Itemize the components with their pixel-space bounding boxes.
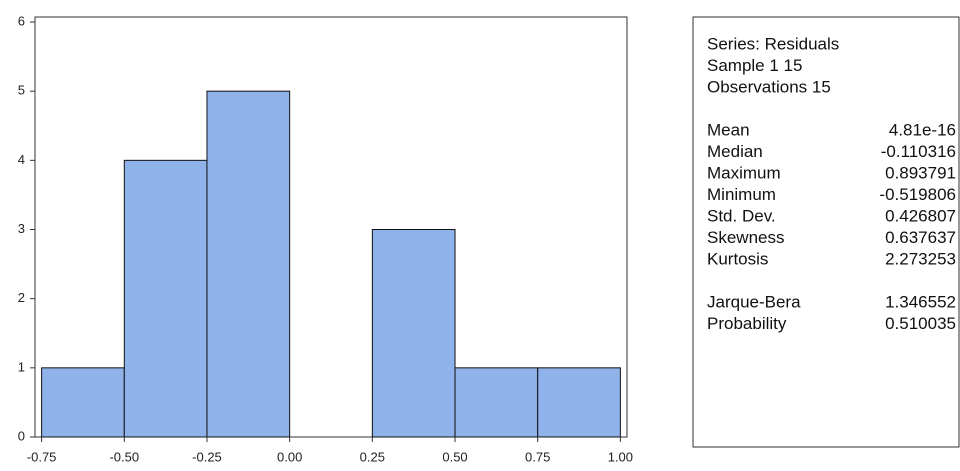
- x-tick-label: 0.25: [360, 449, 385, 464]
- x-tick-label: 0.50: [442, 449, 467, 464]
- stat-label: Median: [707, 142, 763, 161]
- chart: Series: Residuals Sample 1 15 Observations…: [0, 0, 960, 471]
- stat-value: 0.637637: [885, 228, 956, 247]
- y-tick-label: 3: [18, 221, 25, 236]
- stat-label: Skewness: [707, 228, 784, 247]
- y-tick-label: 2: [18, 290, 25, 305]
- x-tick-label: 1.00: [608, 449, 633, 464]
- bar: [207, 91, 290, 437]
- bar: [538, 368, 621, 437]
- x-tick-label: -0.75: [27, 449, 57, 464]
- y-tick-label: 6: [18, 13, 25, 28]
- x-tick-label: -0.25: [192, 449, 222, 464]
- stat-label: Mean: [707, 120, 750, 139]
- y-tick-label: 4: [18, 152, 25, 167]
- x-tick-label: -0.50: [109, 449, 139, 464]
- stat-label: Minimum: [707, 185, 776, 204]
- stat-value: 4.81e-16: [889, 120, 956, 139]
- stat-value: 2.273253: [885, 249, 956, 268]
- y-tick-label: 1: [18, 359, 25, 374]
- stat-value: 0.426807: [885, 206, 956, 225]
- y-tick-label: 5: [18, 83, 25, 98]
- stat-label: Jarque-Bera: [707, 292, 801, 311]
- stat-label: Kurtosis: [707, 249, 768, 268]
- stat-value: 0.893791: [885, 163, 956, 182]
- stat-value: -0.519806: [879, 185, 956, 204]
- stat-value: 0.510035: [885, 314, 956, 333]
- bar: [42, 368, 125, 437]
- y-tick-label: 0: [18, 428, 25, 443]
- stat-label: Probability: [707, 314, 787, 333]
- bar: [372, 230, 455, 438]
- x-tick-label: 0.75: [525, 449, 550, 464]
- bar: [455, 368, 538, 437]
- stats-header: Sample 1 15: [707, 56, 802, 75]
- stat-value: 1.346552: [885, 292, 956, 311]
- stat-value: -0.110316: [881, 142, 956, 161]
- stats-header: Series: Residuals: [707, 34, 839, 53]
- stat-label: Maximum: [707, 163, 781, 182]
- stat-label: Std. Dev.: [707, 206, 776, 225]
- stats-header: Observations 15: [707, 77, 831, 96]
- x-tick-label: 0.00: [277, 449, 302, 464]
- bar: [124, 160, 207, 437]
